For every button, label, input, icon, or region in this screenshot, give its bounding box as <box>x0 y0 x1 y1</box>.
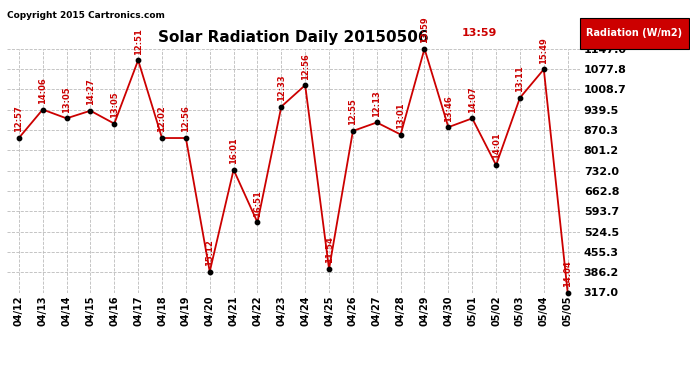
Point <box>395 132 406 138</box>
Text: 11:54: 11:54 <box>324 237 333 264</box>
Point <box>13 135 24 141</box>
Point <box>347 128 358 134</box>
Text: Copyright 2015 Cartronics.com: Copyright 2015 Cartronics.com <box>7 11 165 20</box>
Text: 12:13: 12:13 <box>373 90 382 117</box>
Text: 13:01: 13:01 <box>396 102 405 129</box>
Point <box>109 121 120 127</box>
Point <box>491 162 502 168</box>
Point <box>180 135 191 141</box>
Point <box>252 219 263 225</box>
Text: 12:55: 12:55 <box>348 99 357 125</box>
Point <box>37 106 48 112</box>
Point <box>562 290 573 296</box>
Point <box>276 104 287 110</box>
Point <box>228 167 239 173</box>
Point <box>61 116 72 122</box>
Text: Radiation (W/m2): Radiation (W/m2) <box>586 28 682 38</box>
Text: 12:57: 12:57 <box>14 106 23 132</box>
Text: 13:59: 13:59 <box>420 16 429 43</box>
Point <box>299 82 310 88</box>
Text: 14:06: 14:06 <box>38 77 47 104</box>
Text: 12:51: 12:51 <box>134 28 143 55</box>
Text: 12:02: 12:02 <box>157 106 166 132</box>
Point <box>204 268 215 274</box>
Text: 14:27: 14:27 <box>86 78 95 105</box>
Point <box>419 46 430 52</box>
Text: 15:12: 15:12 <box>205 239 214 266</box>
Text: 12:56: 12:56 <box>181 106 190 132</box>
Point <box>538 66 549 72</box>
Text: 14:07: 14:07 <box>468 86 477 113</box>
Text: 13:05: 13:05 <box>110 92 119 118</box>
Text: 14:04: 14:04 <box>563 260 572 287</box>
Point <box>132 57 144 63</box>
Point <box>466 116 477 122</box>
Point <box>324 266 335 272</box>
Text: 14:01: 14:01 <box>491 133 500 159</box>
Point <box>157 135 168 141</box>
Text: 13:05: 13:05 <box>62 86 71 113</box>
Text: 16:01: 16:01 <box>229 138 238 164</box>
Point <box>443 124 454 130</box>
Point <box>371 120 382 126</box>
Text: 16:51: 16:51 <box>253 190 262 217</box>
Point <box>515 95 526 101</box>
Text: 12:56: 12:56 <box>301 53 310 80</box>
Text: 15:49: 15:49 <box>540 37 549 64</box>
Text: 13:59: 13:59 <box>462 27 497 38</box>
Text: 13:46: 13:46 <box>444 95 453 122</box>
Text: 13:11: 13:11 <box>515 66 524 92</box>
Title: Solar Radiation Daily 20150506: Solar Radiation Daily 20150506 <box>158 30 428 45</box>
Point <box>85 108 96 114</box>
Text: 12:33: 12:33 <box>277 74 286 101</box>
